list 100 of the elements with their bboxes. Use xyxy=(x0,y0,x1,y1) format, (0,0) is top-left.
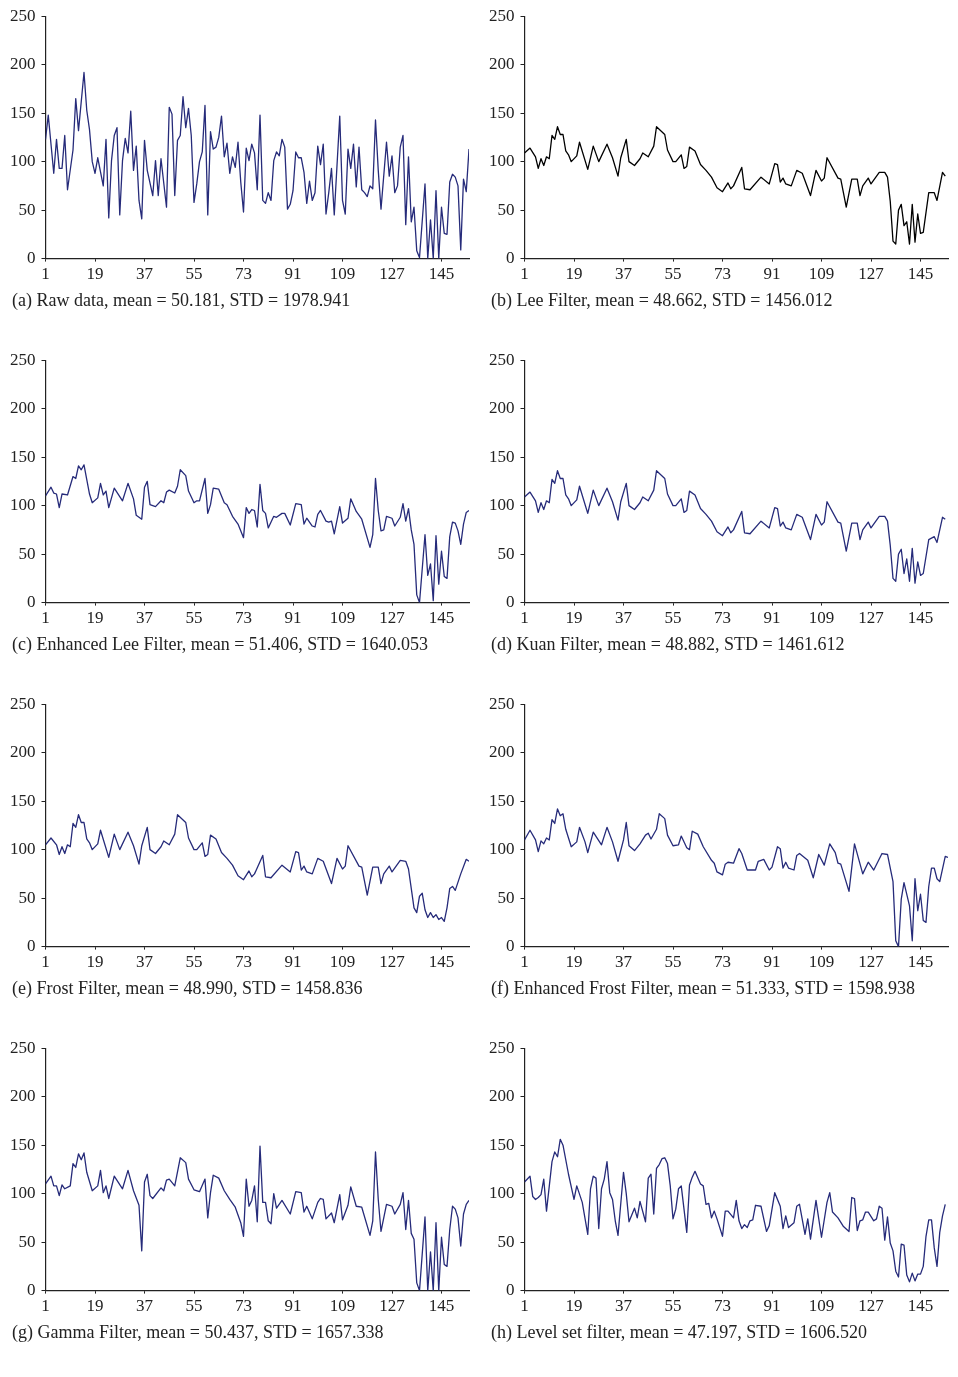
y-tick-label: 200 xyxy=(10,1086,36,1106)
y-tick-label: 100 xyxy=(10,1183,36,1203)
x-tick-label: 37 xyxy=(615,264,633,284)
x-tick-label: 73 xyxy=(714,952,731,972)
x-tick-label: 127 xyxy=(858,1296,885,1316)
y-tick-label: 200 xyxy=(10,398,36,418)
x-tick-label: 37 xyxy=(136,608,154,628)
x-tick-label: 1 xyxy=(520,1296,529,1316)
y-tick-label: 0 xyxy=(27,936,36,956)
x-tick-label: 1 xyxy=(41,264,50,284)
x-tick-label: 73 xyxy=(714,608,731,628)
x-tick-label: 127 xyxy=(858,608,885,628)
x-tick-label: 1 xyxy=(41,608,50,628)
y-tick-label: 250 xyxy=(489,693,515,713)
x-tick-label: 127 xyxy=(379,952,406,972)
y-tick-label: 150 xyxy=(10,1134,36,1154)
x-tick-label: 145 xyxy=(428,952,455,972)
y-tick-label: 50 xyxy=(18,887,36,907)
y-tick-label: 50 xyxy=(497,1231,515,1251)
x-tick-label: 127 xyxy=(379,1296,406,1316)
x-tick-label: 19 xyxy=(86,608,104,628)
x-tick-label: 19 xyxy=(86,264,104,284)
x-tick-label: 145 xyxy=(428,608,455,628)
y-tick-label: 200 xyxy=(10,742,36,762)
x-axis-title: (h) Level set filter, mean = 47.197, STD = 1606.520 xyxy=(490,1321,868,1344)
x-axis-title: (c) Enhanced Lee Filter, mean = 51.406, STD = 1640.053 xyxy=(11,633,429,656)
x-axis-title: (a) Raw data, mean = 50.181, STD = 1978.941 xyxy=(11,289,352,312)
y-tick-label: 50 xyxy=(18,543,36,563)
x-tick-label: 19 xyxy=(86,1296,104,1316)
y-tick-label: 100 xyxy=(10,151,36,171)
x-tick-label: 19 xyxy=(565,952,583,972)
x-tick-label: 73 xyxy=(714,264,731,284)
x-tick-label: 55 xyxy=(185,1296,203,1316)
x-tick-label: 145 xyxy=(428,264,455,284)
x-axis-title: (e) Frost Filter, mean = 48.990, STD = 1458.836 xyxy=(11,977,364,1000)
x-tick-label: 55 xyxy=(664,1296,682,1316)
y-tick-label: 0 xyxy=(506,1280,515,1300)
y-tick-label: 50 xyxy=(497,887,515,907)
x-tick-label: 55 xyxy=(664,952,682,972)
x-tick-label: 145 xyxy=(428,1296,455,1316)
x-tick-label: 145 xyxy=(907,608,934,628)
y-tick-label: 0 xyxy=(27,248,36,268)
y-tick-label: 250 xyxy=(10,5,36,25)
x-tick-label: 145 xyxy=(907,952,934,972)
y-tick-label: 50 xyxy=(18,1231,36,1251)
y-tick-label: 100 xyxy=(10,839,36,859)
x-tick-label: 19 xyxy=(565,264,583,284)
x-tick-label: 109 xyxy=(808,608,835,628)
y-tick-label: 150 xyxy=(489,102,515,122)
x-tick-label: 109 xyxy=(329,608,356,628)
x-tick-label: 91 xyxy=(763,608,781,628)
x-tick-label: 73 xyxy=(235,608,252,628)
y-tick-label: 50 xyxy=(18,199,36,219)
x-tick-label: 109 xyxy=(808,264,835,284)
x-tick-label: 91 xyxy=(284,608,302,628)
x-tick-label: 1 xyxy=(41,1296,50,1316)
y-tick-label: 0 xyxy=(27,592,36,612)
y-tick-label: 50 xyxy=(497,199,515,219)
x-tick-label: 55 xyxy=(185,264,203,284)
x-tick-label: 55 xyxy=(664,264,682,284)
x-axis-title: (b) Lee Filter, mean = 48.662, STD = 1456.012 xyxy=(490,289,834,312)
x-tick-label: 1 xyxy=(520,608,529,628)
x-tick-label: 37 xyxy=(136,1296,154,1316)
y-tick-label: 200 xyxy=(489,398,515,418)
y-tick-label: 250 xyxy=(10,349,36,369)
x-tick-label: 73 xyxy=(714,1296,731,1316)
y-tick-label: 0 xyxy=(506,592,515,612)
x-tick-label: 109 xyxy=(329,1296,356,1316)
y-tick-label: 150 xyxy=(489,1134,515,1154)
y-tick-label: 250 xyxy=(10,693,36,713)
x-tick-label: 109 xyxy=(329,264,356,284)
x-tick-label: 91 xyxy=(284,264,302,284)
x-tick-label: 1 xyxy=(520,264,529,284)
y-tick-label: 100 xyxy=(10,495,36,515)
y-tick-label: 250 xyxy=(489,349,515,369)
x-tick-label: 91 xyxy=(763,952,781,972)
y-tick-label: 250 xyxy=(489,1037,515,1057)
x-tick-label: 91 xyxy=(284,952,302,972)
y-tick-label: 0 xyxy=(506,936,515,956)
y-tick-label: 100 xyxy=(489,151,515,171)
x-tick-label: 109 xyxy=(329,952,356,972)
x-tick-label: 73 xyxy=(235,1296,252,1316)
x-tick-label: 91 xyxy=(763,264,781,284)
x-tick-label: 55 xyxy=(664,608,682,628)
x-tick-label: 73 xyxy=(235,952,252,972)
x-axis-title: (g) Gamma Filter, mean = 50.437, STD = 1657.338 xyxy=(11,1321,385,1344)
x-tick-label: 127 xyxy=(379,264,406,284)
y-tick-label: 0 xyxy=(27,1280,36,1300)
x-tick-label: 19 xyxy=(565,1296,583,1316)
y-tick-label: 200 xyxy=(10,54,36,74)
x-axis-title: (d) Kuan Filter, mean = 48.882, STD = 1461.612 xyxy=(490,633,846,656)
x-tick-label: 127 xyxy=(379,608,406,628)
y-tick-label: 200 xyxy=(489,742,515,762)
x-tick-label: 1 xyxy=(520,952,529,972)
x-tick-label: 91 xyxy=(284,1296,302,1316)
y-tick-label: 200 xyxy=(489,1086,515,1106)
x-tick-label: 37 xyxy=(136,264,154,284)
y-tick-label: 100 xyxy=(489,839,515,859)
y-tick-label: 150 xyxy=(489,446,515,466)
x-tick-label: 109 xyxy=(808,1296,835,1316)
